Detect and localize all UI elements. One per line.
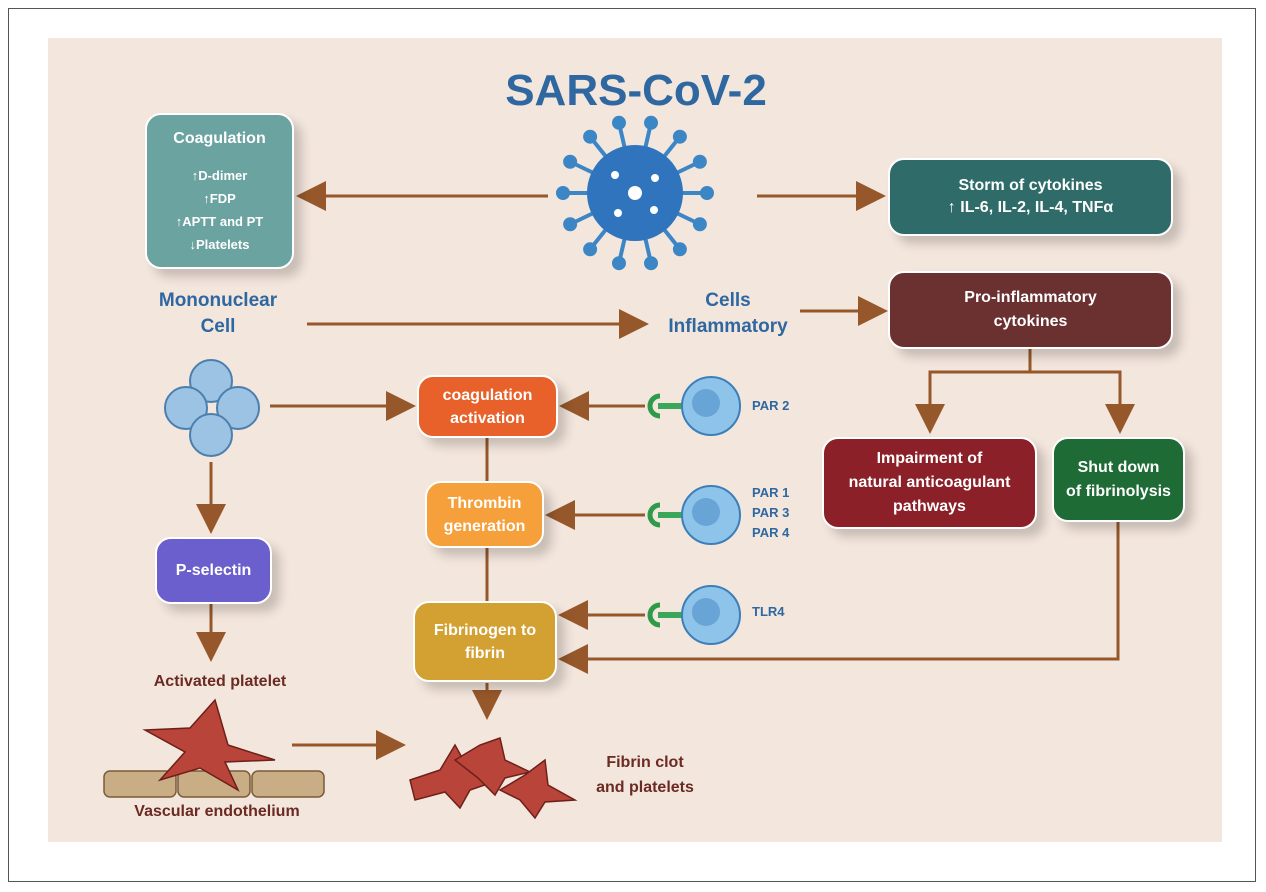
thrombin-box: Thrombin generation [425, 481, 544, 548]
mononuclear-cells [165, 360, 259, 456]
label-line: Cells [628, 288, 828, 314]
box-line: generation [444, 515, 526, 538]
storm-box: Storm of cytokines ↑ IL-6, IL-2, IL-4, T… [888, 158, 1173, 236]
receptor-cells [650, 377, 740, 644]
spike-tip [585, 244, 595, 254]
page: SARS-CoV-2 Coagulation ↑D-dimer ↑FDP ↑AP… [0, 0, 1266, 892]
box-line: Pro-inflammatory [964, 286, 1096, 310]
box-line: pathways [893, 495, 966, 519]
spike-tip [585, 132, 595, 142]
virus [558, 118, 712, 268]
coagulation-activation-box: coagulation activation [417, 375, 558, 438]
receptor-label: TLR4 [752, 602, 785, 622]
spike-tip [702, 188, 712, 198]
receptor: PAR 2 [752, 396, 789, 416]
box-line: ↓Platelets [190, 233, 250, 256]
spike-tip [695, 219, 705, 229]
box-line: Shut down [1078, 456, 1160, 480]
pro-inflammatory-box: Pro-inflammatory cytokines [888, 271, 1173, 349]
receptor-label: PAR 1 PAR 3 PAR 4 [752, 483, 789, 543]
mononuclear-label: Mononuclear Cell [118, 288, 318, 340]
spike-tip [675, 244, 685, 254]
spike-tip [614, 118, 624, 128]
box-line: Thrombin [448, 492, 522, 515]
box-line: ↑D-dimer [192, 164, 248, 187]
receptor: TLR4 [752, 602, 785, 622]
box-line: cytokines [994, 310, 1068, 334]
spike-tip [565, 219, 575, 229]
box-line: ↑ IL-6, IL-2, IL-4, TNFα [948, 197, 1113, 219]
box-line: ↑APTT and PT [176, 210, 263, 233]
box-line: activation [450, 407, 525, 430]
spike-tip [646, 118, 656, 128]
receptor: PAR 1 [752, 483, 789, 503]
box-line: Storm of cytokines [958, 175, 1102, 197]
impairment-box: Impairment of natural anticoagulant path… [822, 437, 1037, 529]
box-line: of fibrinolysis [1066, 480, 1171, 504]
label-line: Fibrin clot [570, 750, 720, 775]
spike-tip [675, 132, 685, 142]
receptor: PAR 3 [752, 503, 789, 523]
p-selectin-box: P-selectin [155, 537, 272, 604]
box-title: Coagulation [173, 127, 265, 150]
spike-tip [646, 258, 656, 268]
box-line: Fibrinogen to [434, 619, 536, 642]
label-line: Inflammatory [628, 314, 828, 340]
cells-inflammatory-label: Cells Inflammatory [628, 288, 828, 340]
spike-tip [558, 188, 568, 198]
receptor-label: PAR 2 [752, 396, 789, 416]
label-line: Cell [118, 314, 318, 340]
spike-tip [565, 157, 575, 167]
box-line: fibrin [465, 642, 505, 665]
coagulation-box: Coagulation ↑D-dimer ↑FDP ↑APTT and PT ↓… [145, 113, 294, 269]
box-line: coagulation [443, 384, 533, 407]
fibrin-clot-label: Fibrin clot and platelets [570, 750, 720, 800]
platelets [104, 700, 575, 818]
activated-platelet-label: Activated platelet [100, 673, 340, 691]
spike-tip [614, 258, 624, 268]
box-line: Impairment of [877, 447, 983, 471]
vascular-endothelium-label: Vascular endothelium [97, 803, 337, 821]
box-line: P-selectin [176, 562, 252, 580]
shutdown-box: Shut down of fibrinolysis [1052, 437, 1185, 522]
title: SARS-CoV-2 [436, 66, 836, 116]
box-line: natural anticoagulant [849, 471, 1011, 495]
label-line: and platelets [570, 775, 720, 800]
nucleus [692, 498, 720, 526]
nucleus [692, 598, 720, 626]
receptor: PAR 4 [752, 523, 789, 543]
box-line: ↑FDP [203, 187, 236, 210]
label-line: Mononuclear [118, 288, 318, 314]
spike-tip [695, 157, 705, 167]
fibrinogen-box: Fibrinogen to fibrin [413, 601, 557, 682]
nucleus [692, 389, 720, 417]
